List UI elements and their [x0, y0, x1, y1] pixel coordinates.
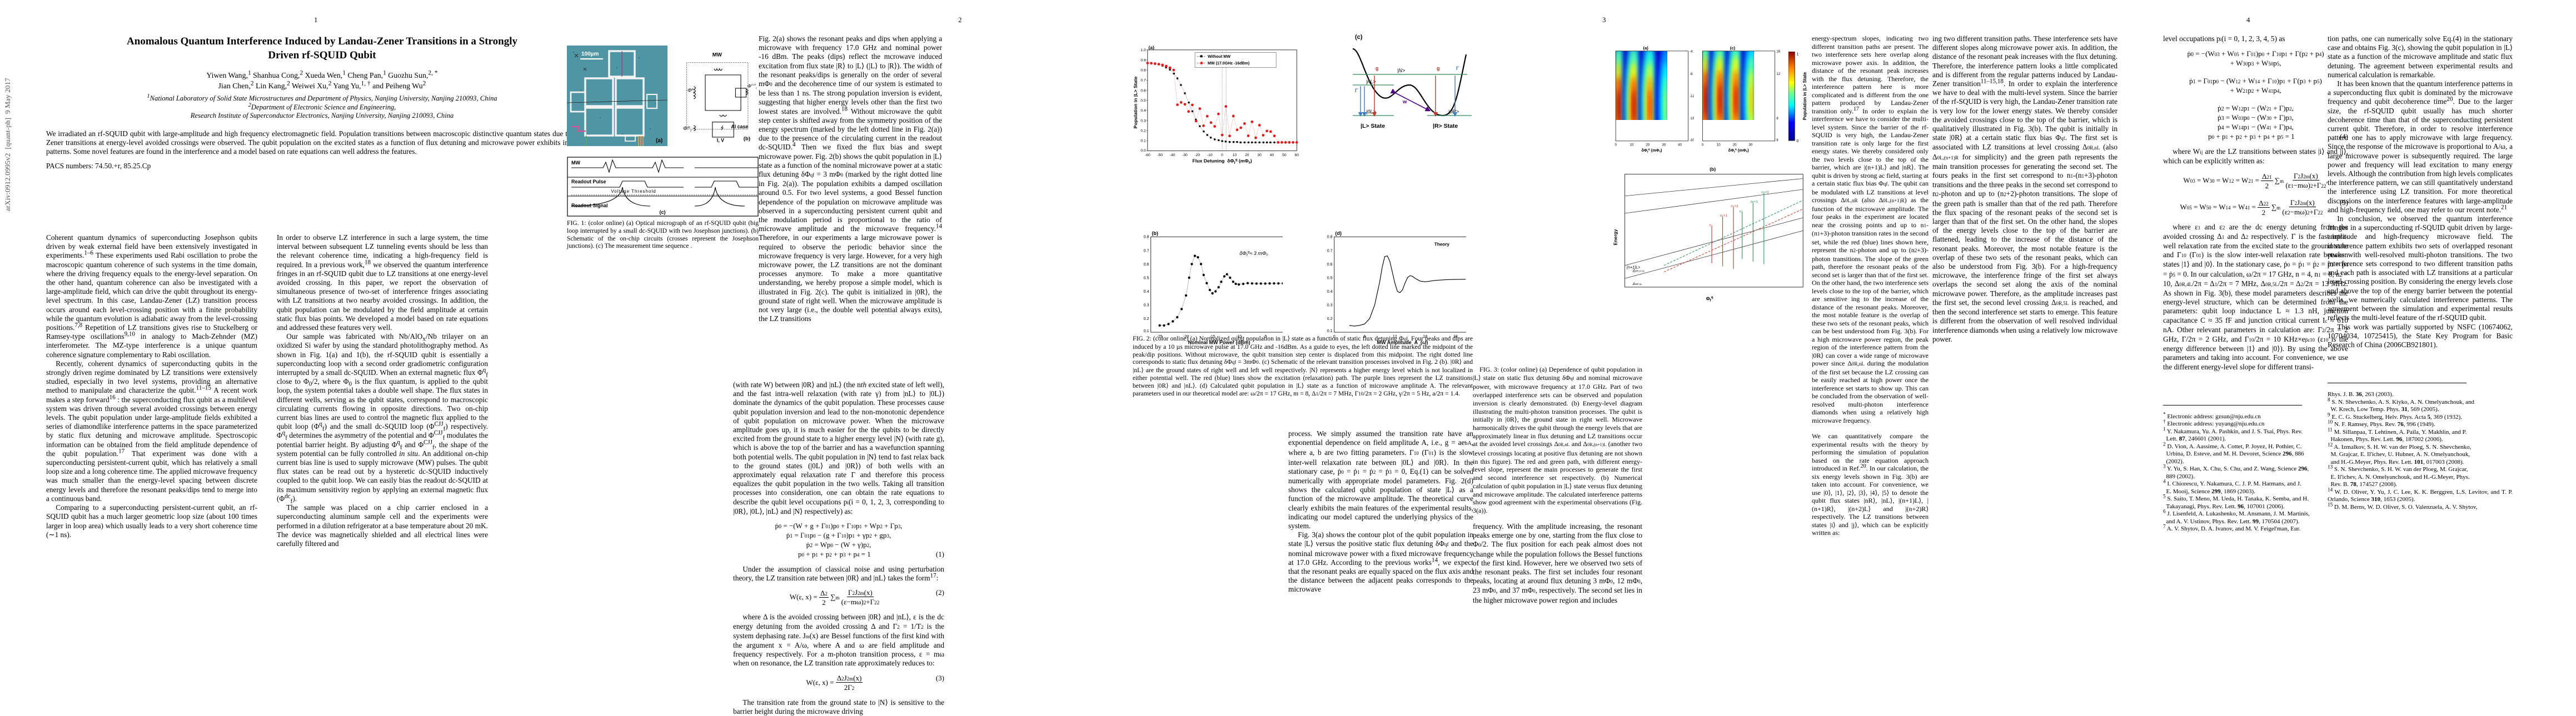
svg-text:(c): (c)	[660, 209, 666, 215]
svg-text:30: 30	[1662, 143, 1666, 147]
svg-text:Δ0R,n+1L: Δ0R,n+1L	[1632, 269, 1645, 273]
svg-text:1.0: 1.0	[1140, 48, 1146, 52]
svg-text:(a): (a)	[1148, 44, 1154, 50]
svg-text:(n+1)L>: (n+1)L>	[1627, 266, 1641, 269]
svg-text:0.7: 0.7	[1144, 249, 1149, 253]
svg-text:-8: -8	[1690, 73, 1693, 76]
svg-text:n2+3: n2+3	[1761, 191, 1769, 194]
svg-text:10: 10	[1630, 143, 1634, 147]
svg-text:0.6: 0.6	[1144, 263, 1149, 267]
svg-text:(b): (b)	[1710, 166, 1716, 172]
svg-text:Φdcf: Φdcf	[683, 126, 692, 133]
svg-text:n1+2: n1+2	[1731, 204, 1738, 208]
svg-text:Φqf: Φqf	[687, 87, 695, 94]
svg-text:0.8: 0.8	[1144, 236, 1149, 239]
svg-text:0.9: 0.9	[1140, 58, 1146, 62]
svg-text:16: 16	[1776, 51, 1780, 54]
svg-text:0.5: 0.5	[1140, 99, 1146, 103]
svg-text:Voltage Threshold: Voltage Threshold	[611, 189, 656, 194]
svg-text:n1+1: n1+1	[1720, 214, 1728, 218]
svg-text:10: 10	[1717, 143, 1721, 147]
svg-text:Population in |L> State: Population in |L> State	[1802, 72, 1807, 120]
svg-text:0.8: 0.8	[1140, 69, 1146, 73]
svg-text:0: 0	[1221, 153, 1223, 157]
svg-text:0.4: 0.4	[1140, 109, 1146, 113]
svg-text:0: 0	[1702, 143, 1704, 147]
svg-text:δΦfq (mΦ0): δΦfq (mΦ0)	[1641, 148, 1662, 154]
svg-text:Φfq: Φfq	[1706, 296, 1713, 302]
svg-text:50: 50	[1282, 153, 1287, 157]
svg-text:n2: n2	[1740, 209, 1743, 213]
svg-text:0.3: 0.3	[1144, 303, 1149, 307]
svg-text:0.1: 0.1	[1144, 329, 1149, 333]
svg-text:I, V: I, V	[717, 138, 724, 143]
svg-text:ΦCJJf: ΦCJJf	[748, 83, 757, 90]
svg-text:-12: -12	[1690, 95, 1694, 98]
svg-text:Δ0R,nL: Δ0R,nL	[1632, 282, 1642, 286]
svg-text:0.7: 0.7	[1140, 79, 1146, 83]
svg-text:0.5: 0.5	[1144, 276, 1149, 280]
svg-text:Al case: Al case	[731, 124, 748, 129]
svg-text:Energy: Energy	[1613, 229, 1618, 245]
svg-text:20: 20	[1733, 143, 1737, 147]
svg-text:-60: -60	[1145, 153, 1150, 157]
svg-text:30: 30	[1257, 153, 1262, 157]
svg-text:20: 20	[1245, 153, 1249, 157]
svg-text:n1: n1	[1709, 223, 1712, 227]
svg-text:-16: -16	[1690, 117, 1694, 121]
svg-text:(a): (a)	[656, 138, 662, 144]
svg-text:0.2: 0.2	[1140, 129, 1146, 133]
svg-text:Readout Pulse: Readout Pulse	[571, 179, 606, 184]
svg-text:0.2: 0.2	[1144, 317, 1149, 321]
svg-text:(b): (b)	[1152, 231, 1158, 236]
svg-text:6: 6	[1776, 139, 1778, 142]
svg-text:-20: -20	[1690, 139, 1694, 142]
svg-text:MW: MW	[712, 52, 723, 58]
svg-text:0: 0	[1796, 138, 1798, 143]
svg-text:1: 1	[1796, 52, 1798, 56]
svg-text:-40: -40	[1170, 153, 1175, 157]
svg-text:n2+1: n2+1	[1751, 200, 1758, 204]
svg-text:-30: -30	[1182, 153, 1188, 157]
svg-text:δΦfq (mΦ0): δΦfq (mΦ0)	[1728, 148, 1750, 154]
svg-text:-10: -10	[1207, 153, 1213, 157]
svg-text:10: 10	[1233, 153, 1237, 157]
svg-text:40: 40	[1678, 143, 1682, 147]
svg-text:0.3: 0.3	[1140, 119, 1146, 123]
svg-text:0.1: 0.1	[1140, 139, 1146, 143]
svg-text:(a): (a)	[1643, 46, 1648, 51]
svg-text:30: 30	[1749, 143, 1753, 147]
svg-text:Flux Detuning δΦfq (mΦ0): Flux Detuning δΦfq (mΦ0)	[1193, 158, 1252, 166]
svg-text:20: 20	[1646, 143, 1650, 147]
svg-text:MW: MW	[571, 160, 580, 166]
svg-text:Without MW: Without MW	[1208, 54, 1230, 59]
svg-text:δΦfq≈ 3 mΦ0: δΦfq≈ 3 mΦ0	[1239, 251, 1268, 258]
svg-text:0: 0	[1615, 143, 1617, 147]
svg-text:(c): (c)	[1730, 46, 1736, 51]
svg-text:Population in |L> State: Population in |L> State	[1133, 77, 1138, 129]
svg-text:8: 8	[1776, 117, 1778, 121]
svg-text:0.4: 0.4	[1144, 290, 1149, 294]
svg-text:-4: -4	[1690, 51, 1693, 54]
svg-text:(b): (b)	[744, 136, 750, 142]
svg-text:0.0: 0.0	[1140, 149, 1146, 153]
svg-text:-50: -50	[1157, 153, 1163, 157]
svg-text:-20: -20	[1194, 153, 1200, 157]
svg-text:100µm: 100µm	[581, 51, 599, 57]
svg-text:MW (17.0GHz -16dBm): MW (17.0GHz -16dBm)	[1208, 61, 1250, 66]
svg-text:12: 12	[1776, 73, 1780, 76]
svg-text:0.6: 0.6	[1140, 89, 1146, 93]
svg-text:40: 40	[1270, 153, 1274, 157]
